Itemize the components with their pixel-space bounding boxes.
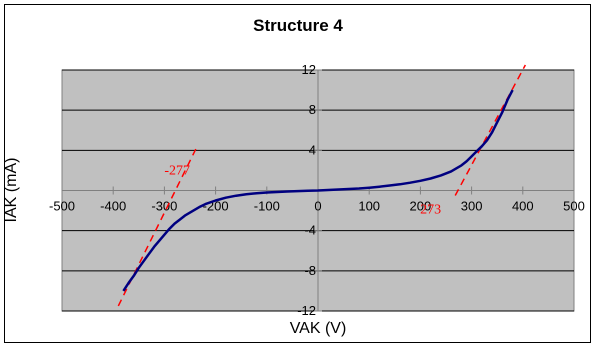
x-tick-label: -100 <box>254 199 280 214</box>
y-tick-label: 12 <box>302 62 316 77</box>
x-axis-label: VAK (V) <box>290 320 347 337</box>
x-tick-label: 400 <box>512 199 534 214</box>
x-tick-label: 300 <box>461 199 483 214</box>
y-tick-label: -8 <box>304 263 316 278</box>
breakdown-voltage-label: 273 <box>420 203 441 218</box>
y-tick-label: -12 <box>297 303 316 318</box>
y-axis-label: IAK (mA) <box>3 158 20 223</box>
x-tick-label: 100 <box>358 199 380 214</box>
x-tick-label: -500 <box>49 199 75 214</box>
y-tick-label: 4 <box>309 142 316 157</box>
y-tick-label: 8 <box>309 102 316 117</box>
x-tick-label: 0 <box>314 199 321 214</box>
iv-curve-series <box>122 89 514 292</box>
x-tick-label: 500 <box>563 199 585 214</box>
chart-title: Structure 4 <box>253 16 343 35</box>
x-tick-label: -400 <box>100 199 126 214</box>
x-tick-label: 200 <box>410 199 432 214</box>
x-tick-label: -300 <box>151 199 177 214</box>
dashed-tangent-line <box>454 64 527 196</box>
y-tick-label: -4 <box>304 223 316 238</box>
breakdown-voltage-label: -277 <box>164 163 190 178</box>
